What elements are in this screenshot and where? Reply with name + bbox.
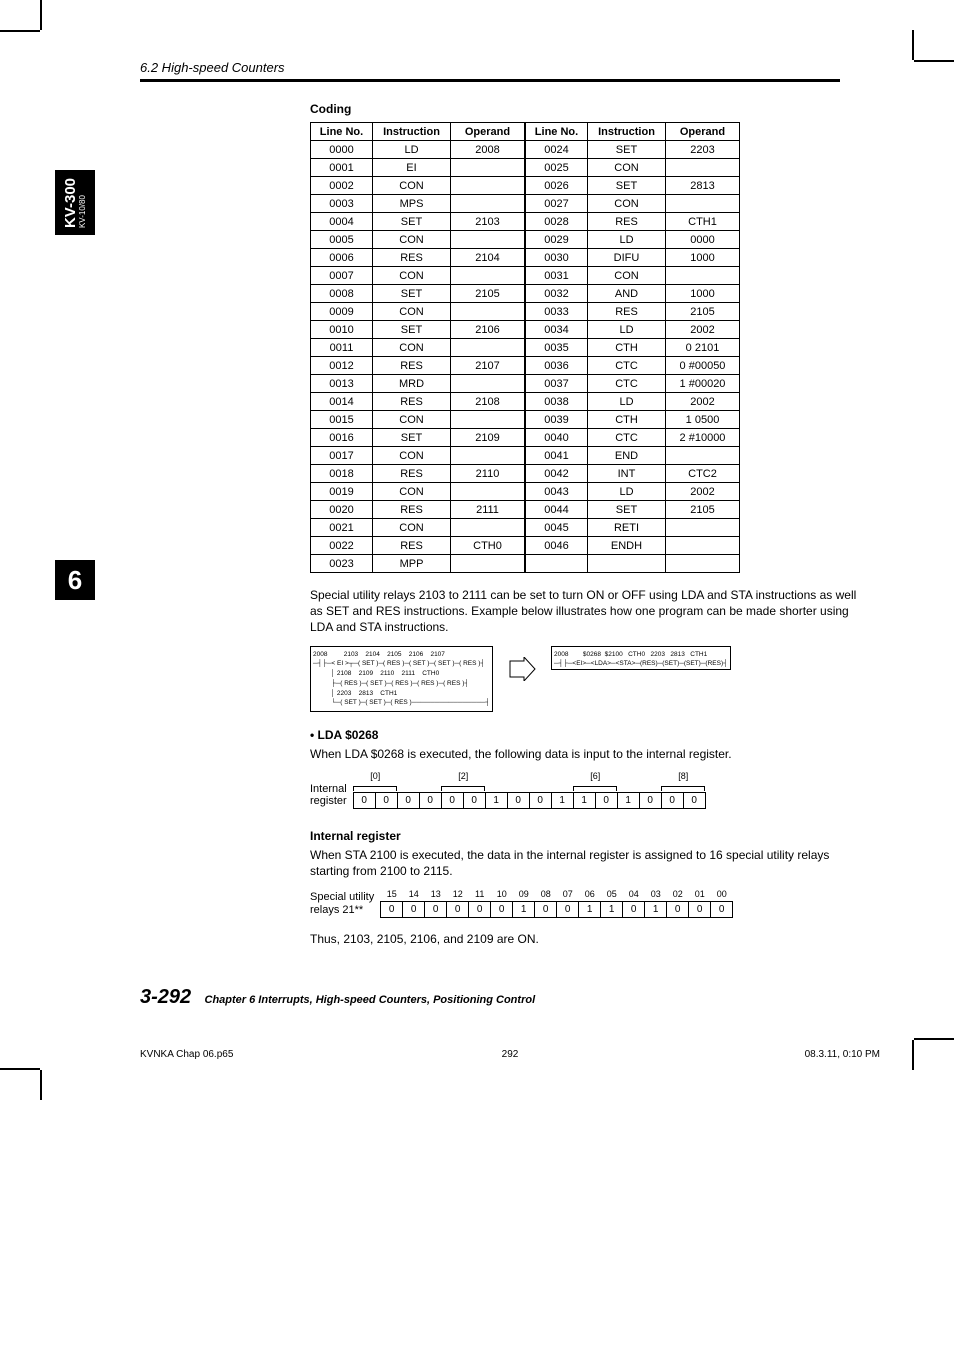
page-footer: 3-292 Chapter 6 Interrupts, High-speed C… bbox=[140, 986, 874, 1009]
thus-para: Thus, 2103, 2105, 2106, and 2109 are ON. bbox=[310, 932, 860, 946]
side-tab-main: KV-300 bbox=[62, 177, 79, 227]
lda-para: When LDA $0268 is executed, the followin… bbox=[310, 746, 860, 762]
ir-bit-table: [0][2][6][8]0000001001101000 bbox=[353, 770, 706, 809]
arrow-icon bbox=[507, 654, 537, 684]
su-bit-table: 1514131211100908070605040302010000000010… bbox=[380, 887, 733, 918]
side-tab-sub: KV-10/80 bbox=[78, 195, 87, 228]
ladder-left: 2008 2103 2104 2105 2106 2107 ─┤├─< EI >… bbox=[310, 646, 493, 713]
print-date: 08.3.11, 0:10 PM bbox=[633, 1049, 880, 1060]
su-label: Special utilityrelays 21** bbox=[310, 891, 374, 917]
coding-table-left: Line No.InstructionOperand0000LD20080001… bbox=[310, 122, 525, 573]
print-info: KVNKA Chap 06.p65 292 08.3.11, 0:10 PM bbox=[140, 1049, 880, 1060]
print-page: 292 bbox=[387, 1049, 634, 1060]
lda-heading: • LDA $0268 bbox=[310, 728, 860, 742]
side-chapter-num: 6 bbox=[55, 560, 95, 600]
ladder-right: 2008 $0268 $2100 CTH0 2203 2813 CTH1 ─┤├… bbox=[551, 646, 731, 670]
special-utility-bits: Special utilityrelays 21** 1514131211100… bbox=[310, 887, 860, 918]
coding-table-right: Line No.InstructionOperand0024SET2203002… bbox=[525, 122, 740, 573]
coding-title: Coding bbox=[310, 102, 860, 116]
page-number: 3-292 bbox=[140, 986, 191, 1008]
side-tab: KV-300 KV-10/80 bbox=[55, 170, 95, 235]
header-rule bbox=[140, 79, 840, 82]
chapter-title: Chapter 6 Interrupts, High-speed Counter… bbox=[205, 994, 536, 1006]
ir-heading: Internal register bbox=[310, 829, 860, 843]
ladder-diagrams: 2008 2103 2104 2105 2106 2107 ─┤├─< EI >… bbox=[310, 646, 860, 713]
print-file: KVNKA Chap 06.p65 bbox=[140, 1049, 387, 1060]
ir-para: When STA 2100 is executed, the data in t… bbox=[310, 847, 860, 879]
coding-tables: Line No.InstructionOperand0000LD20080001… bbox=[310, 122, 860, 573]
ir-label: Internalregister bbox=[310, 783, 347, 809]
internal-register-bits: Internalregister [0][2][6][8]00000010011… bbox=[310, 770, 860, 809]
explanation-para: Special utility relays 2103 to 2111 can … bbox=[310, 587, 860, 636]
section-header: 6.2 High-speed Counters bbox=[140, 60, 874, 75]
